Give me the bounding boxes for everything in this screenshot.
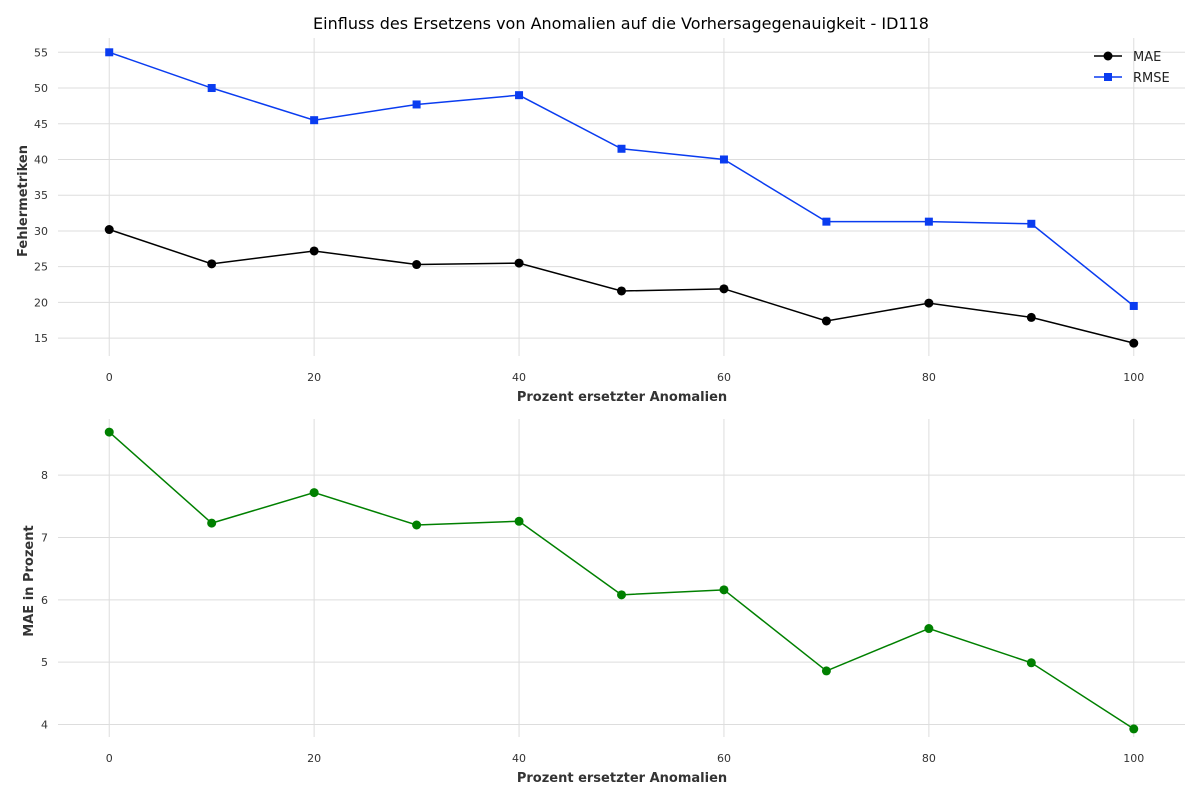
data-point [617, 144, 626, 153]
data-point [207, 259, 217, 269]
data-point [1129, 301, 1138, 310]
error-metrics-panel: 0 20 40 60 80 100 15 20 25 30 35 40 45 50 55 [34, 38, 1185, 384]
data-point [822, 217, 831, 226]
y-tick-label: 15 [34, 332, 48, 345]
data-point [515, 91, 524, 100]
y-tick-label: 45 [34, 118, 48, 131]
data-point [1129, 724, 1139, 734]
data-point [104, 427, 114, 437]
y-tick-label: 40 [34, 153, 48, 166]
data-point [207, 84, 216, 93]
x-tick-label: 40 [512, 371, 526, 384]
series-line [108, 51, 1135, 307]
data-point [514, 258, 524, 268]
data-point [1026, 312, 1036, 322]
legend: MAE RMSE [1094, 50, 1170, 86]
x-axis-label-bottom: Prozent ersetzter Anomalien [517, 771, 727, 786]
y-tick-label: 6 [41, 594, 48, 607]
data-point [514, 516, 524, 526]
legend-marker [1103, 51, 1113, 61]
y-tick-label: 4 [41, 719, 48, 732]
y-tick-label: 25 [34, 261, 48, 274]
data-point [1129, 338, 1139, 348]
series-line [108, 431, 1135, 730]
series-line [108, 228, 1134, 344]
data-point [309, 246, 319, 256]
data-point [412, 260, 422, 270]
x-tick-label: 80 [922, 371, 936, 384]
legend-label: RMSE [1133, 71, 1170, 86]
y-tick-label: 50 [34, 82, 48, 95]
data-point [412, 100, 421, 109]
data-point [719, 585, 729, 595]
data-point [310, 116, 319, 125]
x-axis-label-top: Prozent ersetzter Anomalien [517, 390, 727, 405]
data-point [821, 316, 831, 326]
data-point [412, 520, 422, 530]
data-point [207, 518, 217, 528]
y-tick-label: 35 [34, 189, 48, 202]
data-point [105, 48, 114, 57]
y-tick-label: 5 [41, 656, 48, 669]
data-point [924, 298, 934, 308]
chart-title: Einfluss des Ersetzens von Anomalien auf… [313, 14, 929, 33]
x-tick-label: 60 [717, 371, 731, 384]
y-tick-label: 7 [41, 531, 48, 544]
legend-marker [1104, 73, 1112, 81]
y-tick-label: 30 [34, 225, 48, 238]
data-point [924, 217, 933, 226]
y-tick-label: 20 [34, 296, 48, 309]
legend-label: MAE [1133, 50, 1161, 65]
y-axis-label-bottom: MAE in Prozent [22, 525, 37, 636]
x-tick-label: 100 [1123, 752, 1144, 765]
x-tick-label: 60 [717, 752, 731, 765]
x-tick-label: 0 [106, 371, 113, 384]
data-point [617, 590, 626, 600]
x-tick-label: 40 [512, 752, 526, 765]
x-tick-label: 0 [106, 752, 113, 765]
data-point [104, 225, 114, 235]
data-point [719, 284, 729, 294]
data-point [924, 624, 934, 634]
data-point [617, 286, 626, 296]
data-point [821, 666, 831, 676]
data-point [309, 488, 319, 498]
y-tick-label: 55 [34, 46, 48, 59]
y-axis-label-top: Fehlermetriken [16, 145, 31, 257]
x-tick-label: 20 [307, 371, 321, 384]
mae-percent-panel: 0 20 40 60 80 100 4 5 6 7 8 [41, 419, 1185, 765]
x-tick-label: 20 [307, 752, 321, 765]
data-point [1027, 219, 1036, 228]
data-point [1026, 658, 1036, 668]
x-tick-label: 80 [922, 752, 936, 765]
x-tick-label: 100 [1123, 371, 1144, 384]
y-tick-label: 8 [41, 469, 48, 482]
data-point [719, 155, 728, 164]
